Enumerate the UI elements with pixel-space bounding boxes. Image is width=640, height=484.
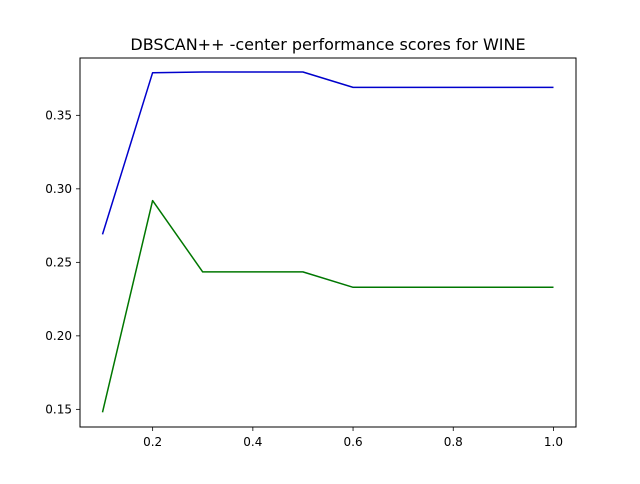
series-line-2 xyxy=(101,199,554,413)
y-tick-label: 0.20 xyxy=(45,329,72,343)
chart-title: DBSCAN++ -center performance scores for … xyxy=(130,35,525,54)
series-layer xyxy=(101,71,554,413)
y-tick-label: 0.15 xyxy=(45,402,72,416)
y-axis: 0.15 0.20 0.25 0.30 0.35 xyxy=(45,108,80,416)
plot-frame xyxy=(79,57,577,428)
x-tick-label: 1.0 xyxy=(544,435,563,449)
series-line-1 xyxy=(101,71,554,235)
x-tick-label: 0.4 xyxy=(243,435,262,449)
x-tick-label: 0.8 xyxy=(444,435,463,449)
x-axis: 0.2 0.4 0.6 0.8 1.0 xyxy=(143,427,563,449)
x-tick-label: 0.2 xyxy=(143,435,162,449)
y-tick-label: 0.30 xyxy=(45,182,72,196)
y-tick-label: 0.35 xyxy=(45,108,72,122)
y-tick-label: 0.25 xyxy=(45,255,72,269)
x-tick-label: 0.6 xyxy=(344,435,363,449)
